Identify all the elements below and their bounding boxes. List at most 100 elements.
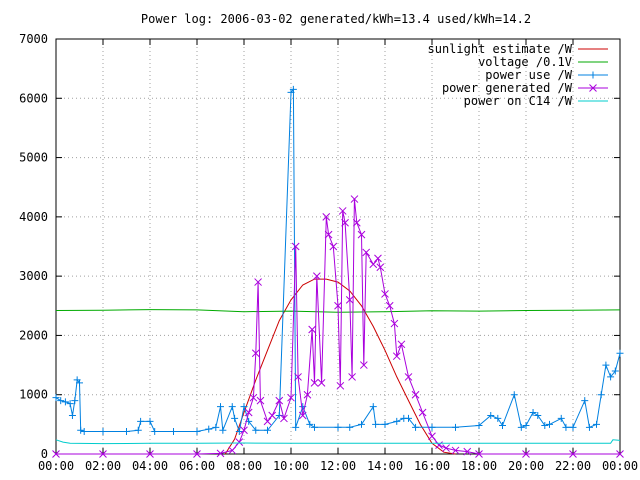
data-point — [616, 450, 624, 458]
data-point — [404, 373, 413, 381]
series-line — [55, 87, 621, 434]
data-point — [463, 447, 472, 456]
data-point — [376, 263, 385, 272]
series-2 — [52, 85, 624, 435]
data-point — [324, 230, 333, 239]
data-point — [76, 379, 83, 387]
y-tick-label: 7000 — [19, 32, 48, 46]
data-point — [393, 417, 401, 425]
x-tick-label: 14:00 — [367, 459, 403, 473]
data-point — [80, 427, 88, 435]
data-point — [357, 230, 366, 239]
data-point — [499, 422, 506, 430]
data-point — [494, 414, 502, 422]
series-4 — [55, 439, 621, 445]
data-point — [602, 361, 610, 369]
data-point — [249, 393, 258, 402]
data-point — [240, 426, 248, 435]
data-point — [146, 450, 154, 458]
data-point — [252, 426, 260, 434]
data-point — [569, 423, 577, 431]
data-point — [412, 423, 420, 431]
data-point — [71, 397, 79, 405]
data-point — [66, 400, 74, 408]
data-point — [487, 411, 495, 419]
legend-label: sunlight estimate /W — [428, 42, 573, 56]
data-point — [217, 403, 224, 411]
data-point — [418, 408, 427, 417]
y-tick-label: 5000 — [19, 151, 48, 165]
data-point — [397, 340, 406, 349]
data-point — [219, 426, 227, 434]
data-point — [390, 319, 399, 328]
series-3 — [52, 195, 624, 458]
data-point — [616, 349, 624, 357]
data-point — [123, 427, 130, 435]
legend-label: voltage /0.1V — [478, 55, 572, 69]
data-point — [510, 391, 518, 399]
data-point — [99, 427, 107, 435]
x-tick-label: 04:00 — [132, 459, 168, 473]
data-point — [137, 417, 145, 425]
data-point — [334, 301, 342, 310]
data-point — [345, 296, 354, 304]
data-point — [235, 438, 244, 446]
data-point — [541, 422, 549, 430]
data-point — [557, 414, 565, 422]
data-point — [475, 450, 483, 458]
data-point — [451, 446, 460, 455]
data-point — [212, 423, 220, 431]
data-point — [405, 414, 412, 422]
data-point — [362, 248, 371, 257]
data-point — [350, 195, 359, 203]
x-tick-label: 18:00 — [461, 459, 497, 473]
data-point — [231, 414, 239, 422]
data-point — [228, 403, 236, 411]
data-point — [522, 450, 530, 458]
data-point — [585, 423, 593, 431]
data-point — [411, 390, 420, 399]
data-point — [392, 352, 401, 361]
data-point — [268, 411, 277, 420]
data-point — [99, 450, 107, 458]
legend-label: power on C14 /W — [464, 94, 573, 108]
data-point — [534, 411, 542, 419]
data-point — [287, 393, 295, 402]
data-point — [306, 420, 314, 428]
data-point — [303, 390, 312, 399]
legend-label: power generated /W — [442, 81, 573, 95]
x-tick-label: 16:00 — [414, 459, 450, 473]
data-point — [275, 396, 284, 405]
x-tick-label: 22:00 — [555, 459, 591, 473]
data-point — [341, 218, 349, 227]
data-point — [348, 373, 356, 381]
data-point — [235, 427, 243, 435]
data-point — [254, 278, 262, 286]
legend-marker — [589, 84, 597, 92]
y-tick-label: 4000 — [19, 210, 48, 224]
data-point — [280, 414, 288, 423]
data-point — [216, 449, 225, 458]
data-point — [68, 411, 76, 419]
data-point — [329, 242, 338, 251]
data-point — [435, 441, 443, 449]
data-point — [52, 450, 60, 458]
x-tick-label: 08:00 — [226, 459, 262, 473]
data-point — [428, 432, 436, 441]
data-point — [546, 420, 553, 428]
data-point — [256, 396, 265, 405]
x-tick-label: 02:00 — [85, 459, 121, 473]
data-point — [369, 260, 378, 269]
data-point — [317, 379, 326, 387]
data-point — [193, 427, 201, 435]
series-line — [56, 199, 620, 455]
data-point — [569, 450, 577, 458]
data-point — [294, 373, 302, 381]
data-point — [336, 381, 345, 390]
data-point — [346, 423, 354, 431]
data-point — [381, 290, 389, 298]
y-tick-label: 0 — [41, 447, 48, 461]
data-point — [358, 420, 365, 428]
